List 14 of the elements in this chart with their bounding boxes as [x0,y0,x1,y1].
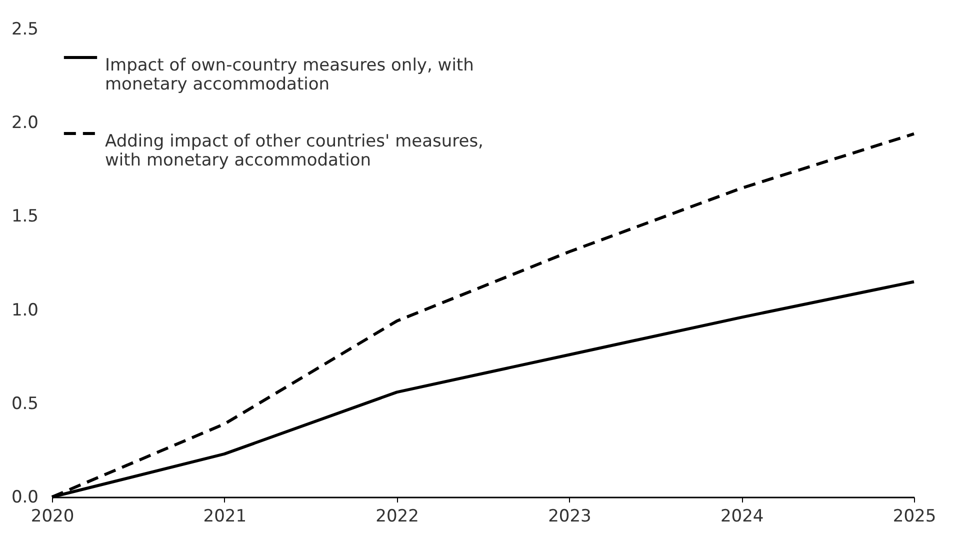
y-tick-label: 1.0 [11,300,38,320]
y-tick-label: 1.5 [11,206,38,227]
x-tick-label: 2020 [30,506,74,526]
x-tick-label: 2024 [720,506,764,526]
y-tick-label: 2.5 [11,20,38,40]
y-tick-label: 2.0 [11,113,38,134]
y-tick-label: 0.5 [11,394,38,414]
legend-label: Adding impact of other countries' measures, with monetary accommodation [105,132,484,170]
y-tick-label: 0.0 [11,488,38,508]
x-tick-label: 2021 [203,506,247,526]
legend-label: Impact of own-country measures only, with monetary accommodation [105,56,474,94]
x-tick-label: 2022 [376,506,419,526]
x-tick-label: 2023 [548,506,592,526]
x-tick-label: 2025 [892,506,936,526]
